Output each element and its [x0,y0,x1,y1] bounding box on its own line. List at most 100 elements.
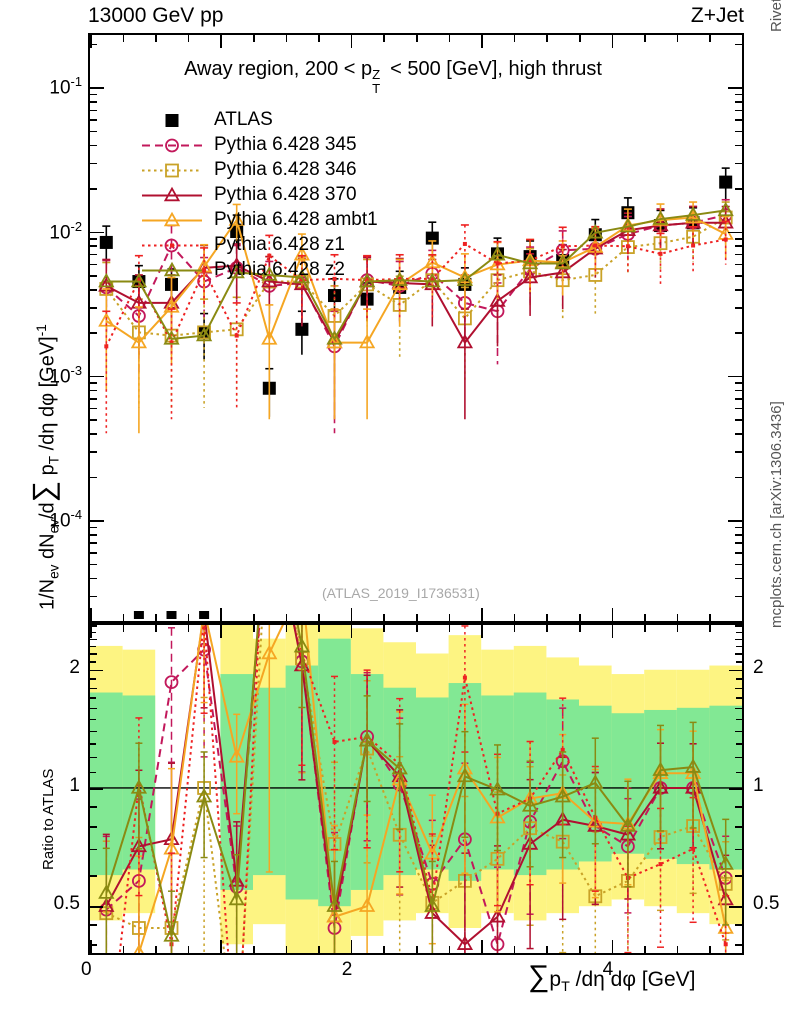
axis-tick [735,245,742,248]
legend-key-open-triangle-icon [140,208,204,233]
ratio-data-point [456,935,474,950]
ratio-data-point [723,942,728,947]
axis-tick [90,419,97,421]
axis-tick [90,87,104,89]
data-point [397,276,402,281]
axis-tick [90,542,97,545]
header-right-label: Z+Jet [690,4,744,27]
x-tick-label: 4 [602,959,614,980]
data-point [684,206,702,221]
axis-tick [155,946,157,953]
axis-tick [735,534,742,536]
axis-tick [742,625,744,638]
axis-tick [735,552,742,554]
plot-title-superscript: Z [372,66,381,82]
ratio-line [118,625,727,953]
axis-tick [220,35,222,48]
axis-tick [736,638,742,641]
axis-tick [736,826,742,828]
axis-tick [728,520,742,522]
plot-title-main: Away region, 200 < p [184,58,373,80]
axis-tick [90,245,97,248]
axis-tick [90,645,96,648]
axis-tick [90,771,96,774]
axis-tick [90,389,97,392]
axis-tick [90,238,97,240]
axis-tick [736,631,742,634]
axis-tick [735,93,742,96]
axis-tick [318,614,320,621]
axis-tick [285,946,288,953]
data-point [489,246,506,261]
axis-tick [481,35,483,48]
rivet-version-label: Rivet 4.1.0, ≥ 100k events [768,0,785,32]
axis-tick [90,743,96,745]
data-point [261,330,278,345]
axis-tick [90,144,97,147]
axis-tick [735,288,742,291]
data-point [136,278,141,283]
data-point [169,340,174,345]
data-point [593,243,598,248]
ratio-plot-area [90,625,742,953]
axis-tick [90,375,104,378]
axis-tick [90,130,97,133]
data-point [456,333,474,349]
data-point [358,333,376,349]
axis-tick [90,382,97,385]
data-point [261,266,278,281]
axis-tick [729,787,742,790]
axis-tick [90,631,96,634]
y-tick-label: 10-1 [49,74,82,99]
axis-tick [90,35,92,48]
axis-tick [155,35,157,42]
axis-tick [742,35,744,48]
ratio-data-point [228,890,245,906]
axis-tick [90,608,92,621]
axis-tick [90,231,104,234]
x-axis-label: ∑pT /dη dφ [GeV] [528,960,696,996]
ratio-data-point [456,767,474,783]
data-point [652,210,669,225]
axis-tick [90,638,96,641]
ratio-plot-svg [90,625,742,953]
data-point [293,268,311,284]
axis-tick [735,398,742,400]
axis-tick [220,608,222,621]
axis-tick [546,625,548,632]
axis-tick [579,625,581,632]
axis-tick [90,718,96,721]
legend-key-open-triangle-icon [140,183,204,208]
ratio-line [137,625,727,953]
y-tick-label: 10-3 [49,362,82,388]
axis-tick [735,130,742,133]
plot-title-rest: < 500 [GeV], high thrust [384,58,602,80]
data-point [391,271,408,286]
axis-tick [448,625,451,632]
axis-tick [90,621,97,623]
axis-tick [90,253,97,256]
axis-tick [736,805,742,808]
legend-key-small-dot-icon [140,233,204,258]
axis-tick [736,661,742,663]
axis-tick [90,669,96,672]
axis-tick [90,274,97,277]
axis-tick [736,875,742,877]
axis-tick [90,526,97,529]
data-point [424,272,441,288]
axis-tick [90,306,97,309]
axis-tick [285,614,288,621]
axis-tick [155,625,157,632]
ratio-data-point [195,787,213,803]
axis-tick [481,608,483,621]
axis-tick [513,625,516,632]
axis-tick [735,263,742,266]
axis-tick [736,756,742,759]
axis-tick [735,577,742,580]
axis-tick [611,940,614,953]
axis-tick [318,946,320,953]
axis-tick [735,433,742,435]
axis-tick [735,306,742,309]
axis-tick [187,35,190,42]
